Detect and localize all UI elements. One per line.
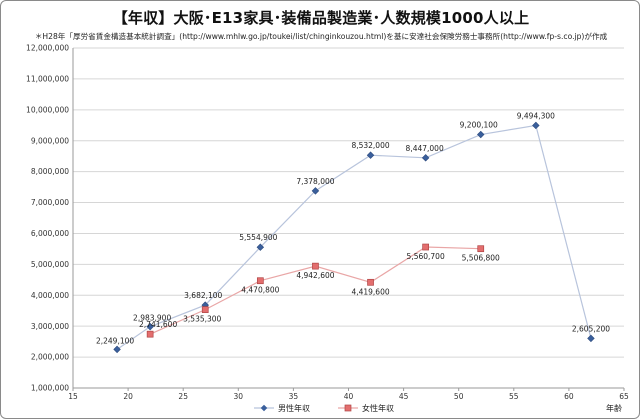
legend-marker-male [260, 404, 268, 412]
y-tick-label: 6,000,000 [31, 229, 69, 238]
data-point-male [311, 187, 320, 195]
data-point-female [312, 262, 319, 270]
data-point-male [587, 334, 595, 343]
data-label: 4,942,600 [296, 271, 334, 280]
y-tick-label: 8,000,000 [31, 167, 69, 176]
chart-title: 【年収】大阪･E13家具･装備品製造業･人数規模1000人以上 [112, 9, 530, 27]
y-tick-label: 7,000,000 [31, 198, 69, 207]
legend-marker-female [344, 404, 352, 412]
y-tick-label: 4,000,000 [31, 291, 69, 300]
chart-subtitle: ＊H28年「厚労省賃金構造基本統計調査」(http://www.mhlw.go.… [34, 32, 608, 41]
data-point-female [146, 330, 154, 338]
x-tick-label: 65 [619, 392, 629, 401]
data-point-male [421, 154, 430, 162]
data-point-female [422, 243, 429, 251]
data-point-male [256, 243, 265, 251]
y-tick-label: 12,000,000 [26, 44, 69, 53]
data-point-male [532, 121, 540, 130]
x-tick-label: 55 [509, 392, 519, 401]
data-label: 5,506,800 [462, 254, 500, 263]
y-tick-label: 11,000,000 [26, 75, 69, 84]
data-label: 4,470,800 [241, 286, 279, 295]
x-tick-label: 35 [289, 392, 299, 401]
y-tick-label: 3,000,000 [31, 322, 69, 331]
legend-label-female: 女性年収 [362, 403, 394, 413]
series-line-male [116, 124, 592, 350]
y-tick-label: 5,000,000 [31, 260, 69, 269]
x-axis-title: 年齢 [606, 403, 622, 413]
data-point-female [477, 245, 485, 253]
x-tick-label: 30 [234, 392, 244, 401]
x-tick-label: 20 [123, 392, 133, 401]
data-label: 3,535,300 [183, 315, 221, 324]
legend-label-male: 男性年収 [278, 403, 310, 413]
x-tick-label: 60 [564, 392, 574, 401]
x-tick-label: 40 [344, 392, 354, 401]
data-label: 7,378,000 [296, 177, 334, 186]
y-tick-label: 2,000,000 [31, 353, 69, 362]
data-label: 9,200,100 [460, 121, 498, 130]
x-tick-label: 15 [68, 392, 78, 401]
data-label: 2,605,200 [572, 324, 610, 333]
data-point-male [113, 345, 121, 354]
data-point-female [367, 278, 374, 286]
data-point-female [256, 277, 264, 285]
data-label: 2,249,100 [96, 336, 134, 345]
data-label: 5,560,700 [407, 252, 445, 261]
data-label: 3,682,100 [184, 291, 222, 300]
y-tick-label: 10,000,000 [26, 105, 69, 114]
x-tick-label: 50 [454, 392, 464, 401]
data-label: 4,419,600 [351, 287, 389, 296]
y-tick-label: 9,000,000 [31, 136, 69, 145]
x-tick-label: 25 [178, 392, 188, 401]
data-point-female [201, 306, 209, 313]
data-label: 5,554,900 [239, 233, 277, 242]
data-point-male [477, 130, 485, 139]
y-tick-label: 1,000,000 [31, 384, 69, 393]
data-label: 8,532,000 [351, 141, 389, 150]
data-label: 8,447,000 [406, 144, 444, 153]
x-tick-label: 45 [399, 392, 409, 401]
data-label: 2,741,600 [139, 320, 177, 329]
data-label: 2,983,900 [133, 314, 171, 323]
data-point-male [366, 151, 375, 159]
data-label: 9,494,300 [517, 111, 555, 120]
data-point-male [146, 322, 154, 331]
